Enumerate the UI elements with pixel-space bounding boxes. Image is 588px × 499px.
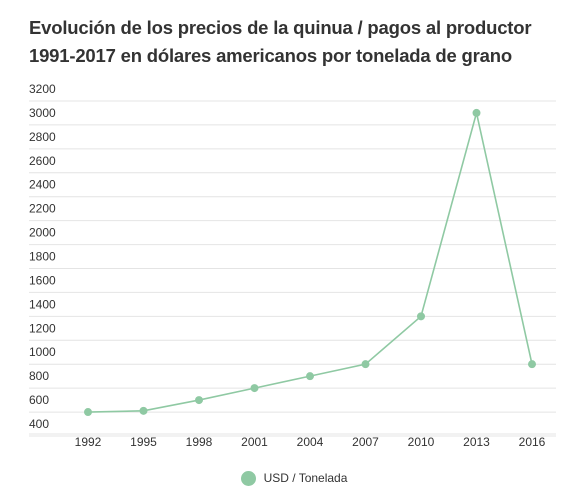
series-line — [87, 112, 533, 413]
data-point-2007 — [361, 360, 370, 369]
data-point-2013 — [472, 108, 481, 117]
legend: USD / Tonelada — [0, 467, 588, 489]
x-tick-label-2013: 2013 — [463, 435, 490, 449]
x-tick-label-2016: 2016 — [519, 435, 546, 449]
gridlines — [29, 100, 556, 437]
x-tick-label-2001: 2001 — [241, 435, 268, 449]
chart-title: Evolución de los precios de la quinua / … — [29, 17, 532, 66]
y-tick-label-2600: 2600 — [29, 154, 56, 168]
y-tick-label-2000: 2000 — [29, 226, 56, 240]
x-tick-label-2004: 2004 — [297, 435, 324, 449]
data-point-1992 — [84, 408, 92, 417]
data-point-1998 — [195, 396, 203, 405]
x-tick-label-1992: 1992 — [75, 435, 102, 449]
y-tick-label-3000: 3000 — [29, 106, 56, 120]
data-point-2001 — [250, 384, 259, 393]
y-tick-label-1600: 1600 — [29, 273, 56, 287]
x-tick-label-2007: 2007 — [352, 435, 379, 449]
legend-label: USD / Tonelada — [263, 471, 348, 485]
series-usd-tonelada — [84, 108, 536, 417]
data-point-1995 — [139, 406, 148, 415]
x-tick-label-1995: 1995 — [130, 435, 157, 449]
data-point-2010 — [417, 312, 425, 321]
y-tick-label-1200: 1200 — [29, 321, 56, 335]
y-tick-label-1400: 1400 — [29, 297, 56, 311]
data-point-2016 — [528, 360, 536, 369]
x-tick-label-1998: 1998 — [186, 435, 213, 449]
x-tick-label-2010: 2010 — [408, 435, 435, 449]
y-tick-label-400: 400 — [29, 417, 49, 431]
data-point-2004 — [306, 372, 314, 381]
y-tick-label-1800: 1800 — [29, 250, 56, 264]
y-tick-label-600: 600 — [29, 393, 49, 407]
x-axis-ticks: 1992 1995 1998 2001 2004 2007 2010 2013 2016 — [75, 435, 546, 449]
y-tick-label-3200: 3200 — [29, 82, 56, 96]
y-tick-label-1000: 1000 — [29, 345, 56, 359]
y-axis-ticks: 400 600 800 1000 1200 1400 1600 1800 2000 2200 240… — [29, 82, 56, 431]
y-tick-label-2800: 2800 — [29, 130, 56, 144]
y-tick-label-2200: 2200 — [29, 202, 56, 216]
y-tick-label-800: 800 — [29, 369, 49, 383]
legend-swatch — [240, 470, 256, 486]
y-tick-label-2400: 2400 — [29, 178, 56, 192]
